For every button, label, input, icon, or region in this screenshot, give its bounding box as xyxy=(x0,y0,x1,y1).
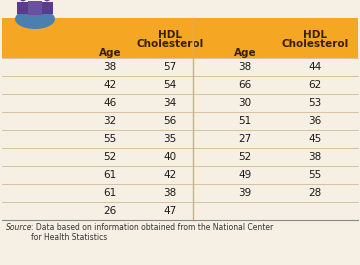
FancyBboxPatch shape xyxy=(41,2,53,14)
Text: 40: 40 xyxy=(163,152,176,162)
Text: 39: 39 xyxy=(238,188,252,198)
Text: 62: 62 xyxy=(309,80,321,90)
Text: 66: 66 xyxy=(238,80,252,90)
Ellipse shape xyxy=(15,9,55,29)
Text: Source: Source xyxy=(6,223,32,232)
Text: Cholesterol: Cholesterol xyxy=(282,39,348,49)
Text: 34: 34 xyxy=(163,98,177,108)
Text: 32: 32 xyxy=(103,116,117,126)
Text: 44: 44 xyxy=(309,62,321,72)
Text: 42: 42 xyxy=(163,170,177,180)
Text: HDL: HDL xyxy=(303,30,327,40)
FancyBboxPatch shape xyxy=(2,58,358,76)
Text: 56: 56 xyxy=(163,116,177,126)
Text: 52: 52 xyxy=(238,152,252,162)
Text: 54: 54 xyxy=(163,80,177,90)
Text: 45: 45 xyxy=(309,134,321,144)
Text: 26: 26 xyxy=(103,206,117,216)
Text: 27: 27 xyxy=(238,134,252,144)
Text: 36: 36 xyxy=(309,116,321,126)
Text: 47: 47 xyxy=(163,206,177,216)
FancyBboxPatch shape xyxy=(17,2,29,14)
Text: 42: 42 xyxy=(103,80,117,90)
FancyBboxPatch shape xyxy=(2,166,358,184)
Text: Age: Age xyxy=(99,48,121,58)
Text: 61: 61 xyxy=(103,188,117,198)
Text: 28: 28 xyxy=(309,188,321,198)
FancyBboxPatch shape xyxy=(2,76,358,94)
FancyBboxPatch shape xyxy=(2,94,358,112)
FancyBboxPatch shape xyxy=(2,112,358,130)
Text: 57: 57 xyxy=(163,62,177,72)
Text: 52: 52 xyxy=(103,152,117,162)
FancyBboxPatch shape xyxy=(28,1,42,15)
FancyBboxPatch shape xyxy=(2,18,358,58)
Text: Age: Age xyxy=(234,48,256,58)
Text: 30: 30 xyxy=(238,98,252,108)
Text: 53: 53 xyxy=(309,98,321,108)
Text: Cholesterol: Cholesterol xyxy=(136,39,204,49)
FancyBboxPatch shape xyxy=(2,130,358,148)
Text: HDL: HDL xyxy=(158,30,182,40)
Text: 51: 51 xyxy=(238,116,252,126)
Text: 49: 49 xyxy=(238,170,252,180)
Text: 55: 55 xyxy=(309,170,321,180)
Ellipse shape xyxy=(19,0,27,1)
Text: 38: 38 xyxy=(238,62,252,72)
Text: 38: 38 xyxy=(163,188,177,198)
FancyBboxPatch shape xyxy=(2,148,358,166)
Text: 35: 35 xyxy=(163,134,177,144)
Text: 46: 46 xyxy=(103,98,117,108)
Text: 38: 38 xyxy=(309,152,321,162)
Text: 61: 61 xyxy=(103,170,117,180)
Ellipse shape xyxy=(43,0,51,1)
Text: 38: 38 xyxy=(103,62,117,72)
FancyBboxPatch shape xyxy=(2,184,358,202)
FancyBboxPatch shape xyxy=(2,202,358,220)
FancyBboxPatch shape xyxy=(2,18,358,220)
Text: 55: 55 xyxy=(103,134,117,144)
Text: : Data based on information obtained from the National Center
for Health Statist: : Data based on information obtained fro… xyxy=(31,223,273,242)
